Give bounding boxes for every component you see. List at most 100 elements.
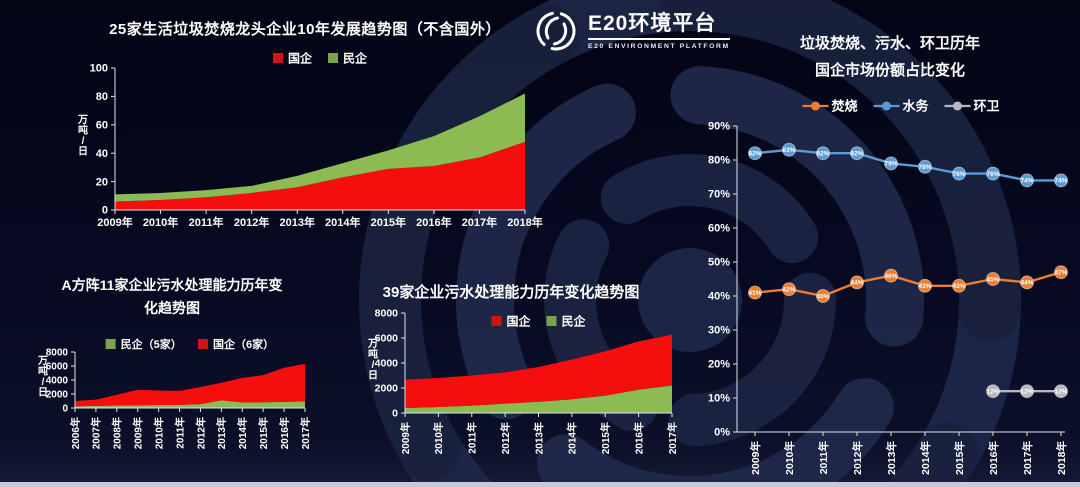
chart-title: 25家生活垃圾焚烧龙头企业10年发展趋势图（不含国外）	[109, 20, 501, 38]
svg-text:2013年: 2013年	[885, 441, 898, 475]
slide-bottom-edge	[0, 482, 1080, 487]
svg-text:6000: 6000	[375, 333, 399, 345]
svg-text:60%: 60%	[708, 223, 730, 235]
svg-text:4000: 4000	[46, 375, 69, 386]
svg-text:2012年: 2012年	[851, 441, 864, 475]
svg-text:2018年: 2018年	[1055, 441, 1068, 475]
svg-text:46%: 46%	[884, 273, 897, 280]
svg-text:2013年: 2013年	[215, 417, 228, 449]
svg-text:44%: 44%	[850, 280, 863, 287]
svg-text:41%: 41%	[748, 290, 761, 297]
svg-text:2012年: 2012年	[194, 417, 207, 449]
svg-text:76%: 76%	[986, 171, 999, 178]
svg-text:2012年: 2012年	[499, 422, 512, 454]
svg-text:80%: 80%	[708, 155, 730, 167]
svg-text:2014年: 2014年	[566, 422, 579, 454]
chart-title: 垃圾焚烧、污水、环卫历年	[799, 35, 980, 52]
svg-text:2010年: 2010年	[143, 215, 178, 229]
logo-subtitle: E20 ENVIRONMENT PLATFORM	[588, 43, 730, 50]
svg-text:2014年: 2014年	[919, 441, 932, 475]
svg-text:82%: 82%	[748, 151, 761, 158]
svg-text:8000: 8000	[46, 347, 69, 358]
chart-title: A方阵11家企业污水处理能力历年变	[61, 277, 283, 293]
svg-text:2018年: 2018年	[507, 215, 542, 229]
svg-text:2010年: 2010年	[152, 417, 165, 449]
svg-text:2009年: 2009年	[97, 215, 132, 229]
svg-text:2016年: 2016年	[416, 215, 451, 229]
e20-logo: E20环境平台 E20 ENVIRONMENT PLATFORM	[533, 8, 730, 54]
svg-text:2009年: 2009年	[399, 422, 412, 454]
incineration-trend-plot: 0 20 40 60 80 100 2009年 2010年 2011年 2012年 2013年 201…	[60, 46, 550, 241]
svg-text:4000: 4000	[375, 358, 399, 370]
svg-text:20: 20	[96, 176, 108, 188]
svg-text:76%: 76%	[952, 171, 965, 178]
svg-text:万吨/日: 万吨/日	[77, 114, 88, 158]
chart-market-share: 垃圾焚烧、污水、环卫历年 国企市场份额占比变化 0% 10% 20% 30% 40% 50…	[700, 28, 1080, 487]
svg-text:水务: 水务	[903, 99, 930, 114]
svg-text:2011年: 2011年	[173, 417, 186, 449]
svg-text:2010年: 2010年	[432, 422, 445, 454]
svg-text:43%: 43%	[952, 283, 965, 290]
svg-text:2011年: 2011年	[189, 215, 224, 229]
svg-text:2014年: 2014年	[236, 417, 249, 449]
svg-text:0: 0	[102, 205, 108, 217]
svg-text:2016年: 2016年	[632, 422, 645, 454]
svg-text:50%: 50%	[708, 257, 730, 269]
svg-text:10%: 10%	[708, 393, 730, 405]
svg-text:焚烧: 焚烧	[831, 99, 858, 114]
svg-text:2017年: 2017年	[666, 422, 679, 454]
svg-text:国企: 国企	[507, 313, 532, 328]
svg-text:2013年: 2013年	[279, 215, 314, 229]
svg-text:44%: 44%	[1020, 280, 1033, 287]
svg-text:国企: 国企	[288, 50, 313, 65]
chart-title-line2: 化趋势图	[144, 300, 200, 316]
svg-text:40%: 40%	[708, 291, 730, 303]
svg-text:民企: 民企	[562, 313, 587, 328]
svg-text:0: 0	[62, 403, 68, 414]
svg-text:2014年: 2014年	[325, 215, 360, 229]
svg-text:万吨/日: 万吨/日	[37, 355, 48, 399]
svg-text:2017年: 2017年	[1021, 441, 1034, 475]
chart-title: 39家企业污水处理能力历年变化趋势图	[382, 284, 640, 301]
sewage-39-plot: 0 2000 4000 6000 8000 2009年 2010年 2011年 2012年 201…	[336, 305, 686, 482]
svg-text:12%: 12%	[1020, 389, 1033, 396]
chart-sewage-39: 39家企业污水处理能力历年变化趋势图 0 2000 4000 6000 8000 2009…	[336, 281, 686, 482]
svg-text:40%: 40%	[816, 293, 829, 300]
svg-text:0: 0	[392, 408, 398, 420]
svg-text:2012年: 2012年	[234, 215, 269, 229]
svg-text:民企: 民企	[343, 50, 368, 65]
svg-text:80: 80	[96, 91, 108, 103]
svg-text:20%: 20%	[708, 359, 730, 371]
svg-text:78%: 78%	[918, 164, 931, 171]
svg-text:2016年: 2016年	[987, 441, 1000, 475]
svg-text:2015年: 2015年	[257, 417, 270, 449]
svg-text:国企（6家）: 国企（6家）	[213, 337, 274, 351]
svg-text:74%: 74%	[1020, 178, 1033, 185]
svg-text:2009年: 2009年	[749, 441, 762, 475]
svg-text:2017年: 2017年	[462, 215, 497, 229]
svg-text:2017年: 2017年	[299, 417, 312, 449]
svg-text:2008年: 2008年	[111, 417, 124, 449]
svg-text:2016年: 2016年	[278, 417, 291, 449]
svg-text:2013年: 2013年	[532, 422, 545, 454]
svg-text:2010年: 2010年	[783, 441, 796, 475]
svg-text:45%: 45%	[986, 276, 999, 283]
svg-text:70%: 70%	[708, 189, 730, 201]
svg-text:2011年: 2011年	[817, 441, 830, 475]
svg-text:2015年: 2015年	[953, 441, 966, 475]
svg-text:90%: 90%	[708, 121, 730, 133]
chart-title-line2: 国企市场份额占比变化	[814, 62, 965, 79]
svg-text:43%: 43%	[918, 283, 931, 290]
svg-text:60: 60	[96, 120, 108, 132]
svg-text:2009年: 2009年	[132, 417, 145, 449]
svg-text:2015年: 2015年	[599, 422, 612, 454]
svg-text:民企（5家）: 民企（5家）	[121, 337, 182, 351]
e20-swirl-icon	[536, 11, 576, 51]
svg-text:0%: 0%	[714, 427, 730, 439]
svg-text:82%: 82%	[816, 151, 829, 158]
logo-title: E20环境平台	[588, 12, 730, 40]
a-matrix-sewage-plot: 0 2000 4000 6000 8000 2006年 2007年 2008年 2009年 201…	[22, 320, 322, 470]
svg-text:2006年: 2006年	[69, 417, 82, 449]
svg-text:2011年: 2011年	[466, 422, 479, 454]
chart-a-matrix-sewage: A方阵11家企业污水处理能力历年变 化趋势图 0 2000 4000 6000 8000…	[22, 274, 322, 470]
